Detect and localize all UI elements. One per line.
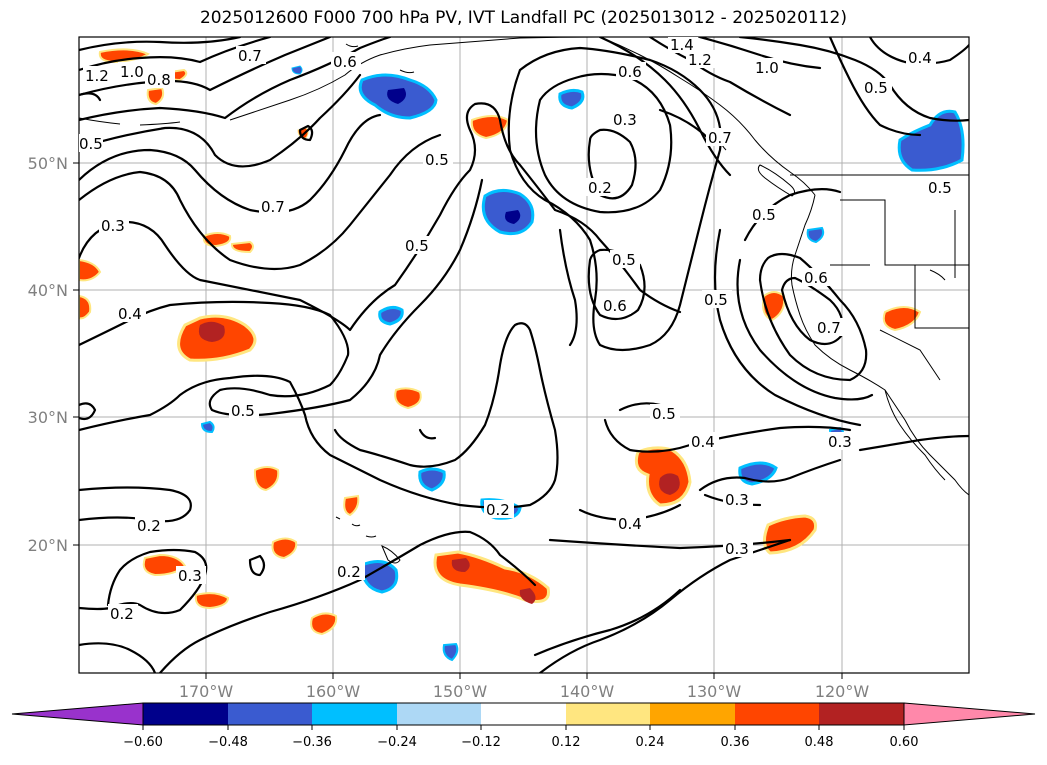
contour-label: 0.5 bbox=[652, 405, 676, 423]
contour-label: 1.4 bbox=[670, 36, 694, 54]
colorbar-segment bbox=[481, 703, 566, 725]
contour-label: 0.6 bbox=[603, 297, 627, 315]
colorbar-segment bbox=[312, 703, 397, 725]
contour-label: 1.2 bbox=[85, 67, 109, 85]
lon-tick-label: 140°W bbox=[560, 682, 615, 701]
contour-label: 0.5 bbox=[425, 151, 449, 169]
colorbar-segment bbox=[735, 703, 819, 725]
contour-label: 0.2 bbox=[588, 179, 612, 197]
contour-label: 0.7 bbox=[238, 47, 262, 65]
colorbar-tick-label: −0.24 bbox=[377, 735, 417, 750]
colorbar: −0.60 −0.48 −0.36 −0.24 −0.12 0.12 0.24 … bbox=[11, 702, 1036, 750]
lat-tick-label: 40°N bbox=[28, 281, 68, 300]
contour-label: 0.5 bbox=[612, 251, 636, 269]
colorbar-segment bbox=[566, 703, 650, 725]
contour-label: 0.3 bbox=[725, 540, 749, 558]
contour-label: 0.4 bbox=[118, 305, 142, 323]
coastlines bbox=[79, 37, 969, 564]
contour-label: 0.3 bbox=[725, 491, 749, 509]
contour-label: 0.5 bbox=[752, 206, 776, 224]
lon-tick-label: 160°W bbox=[306, 682, 361, 701]
lat-tick-label: 20°N bbox=[28, 536, 68, 555]
contour-label: 0.4 bbox=[618, 515, 642, 533]
map-frame bbox=[78, 36, 970, 674]
contour-label: 1.0 bbox=[120, 63, 144, 81]
lon-tick-label: 130°W bbox=[687, 682, 742, 701]
contour-label: 0.7 bbox=[817, 319, 841, 337]
contour-label: 0.5 bbox=[704, 291, 728, 309]
lon-tick-label: 150°W bbox=[433, 682, 488, 701]
contour-label: 0.5 bbox=[79, 135, 103, 153]
positive-anomaly-patches bbox=[79, 48, 922, 636]
colorbar-segment bbox=[397, 703, 481, 725]
contour-label: 0.7 bbox=[708, 129, 732, 147]
contour-label: 0.5 bbox=[231, 402, 255, 420]
contour-label: 0.2 bbox=[137, 517, 161, 535]
colorbar-tick-label: 0.24 bbox=[636, 735, 665, 750]
contour-label: 0.6 bbox=[618, 63, 642, 81]
contour-label: 0.4 bbox=[691, 433, 715, 451]
negative-anomaly-patches bbox=[200, 65, 965, 662]
lat-axis: 50°N 40°N 30°N 20°N bbox=[28, 154, 79, 555]
contour-label: 0.6 bbox=[333, 53, 357, 71]
colorbar-extend-min bbox=[11, 702, 144, 726]
contour-label: 0.2 bbox=[337, 563, 361, 581]
colorbar-tick-label: 0.12 bbox=[552, 735, 581, 750]
contour-label: 0.5 bbox=[928, 179, 952, 197]
colorbar-tick-label: −0.60 bbox=[123, 735, 163, 750]
colorbar-tick-label: −0.48 bbox=[208, 735, 248, 750]
pv-contours bbox=[79, 37, 969, 673]
lon-axis: 170°W 160°W 150°W 140°W 130°W 120°W bbox=[179, 673, 870, 701]
colorbar-tick-label: −0.36 bbox=[292, 735, 332, 750]
colorbar-tick-label: 0.60 bbox=[890, 735, 919, 750]
contour-label: 0.3 bbox=[101, 217, 125, 235]
map-title: 2025012600 F000 700 hPa PV, IVT Landfall… bbox=[199, 8, 847, 28]
contour-label: 0.3 bbox=[178, 567, 202, 585]
lon-tick-label: 170°W bbox=[179, 682, 234, 701]
colorbar-segment bbox=[228, 703, 312, 725]
colorbar-extend-max bbox=[903, 702, 1036, 726]
colorbar-tick-label: −0.12 bbox=[461, 735, 501, 750]
lon-tick-label: 120°W bbox=[815, 682, 870, 701]
contour-label-group: 0.5 0.7 0.3 0.4 0.5 0.5 0.3 0.2 0.5 0.6 … bbox=[79, 36, 956, 623]
colorbar-tick-label: 0.36 bbox=[721, 735, 750, 750]
colorbar-segment bbox=[143, 703, 228, 725]
contour-label: 0.8 bbox=[147, 71, 171, 89]
lat-tick-label: 30°N bbox=[28, 408, 68, 427]
colorbar-tick-label: 0.48 bbox=[805, 735, 834, 750]
contour-label: 0.7 bbox=[261, 198, 285, 216]
contour-label: 0.3 bbox=[828, 433, 852, 451]
contour-label: 0.6 bbox=[804, 269, 828, 287]
contour-label: 0.5 bbox=[864, 79, 888, 97]
contour-label: 0.2 bbox=[110, 605, 134, 623]
lat-tick-label: 50°N bbox=[28, 154, 68, 173]
contour-label: 0.2 bbox=[486, 501, 510, 519]
contour-label: 1.0 bbox=[755, 59, 779, 77]
colorbar-segment bbox=[819, 703, 904, 725]
contour-label: 0.5 bbox=[405, 237, 429, 255]
contour-label: 0.3 bbox=[613, 111, 637, 129]
contour-label: 1.2 bbox=[688, 51, 712, 69]
contour-label: 0.4 bbox=[908, 49, 932, 67]
colorbar-segment bbox=[650, 703, 735, 725]
